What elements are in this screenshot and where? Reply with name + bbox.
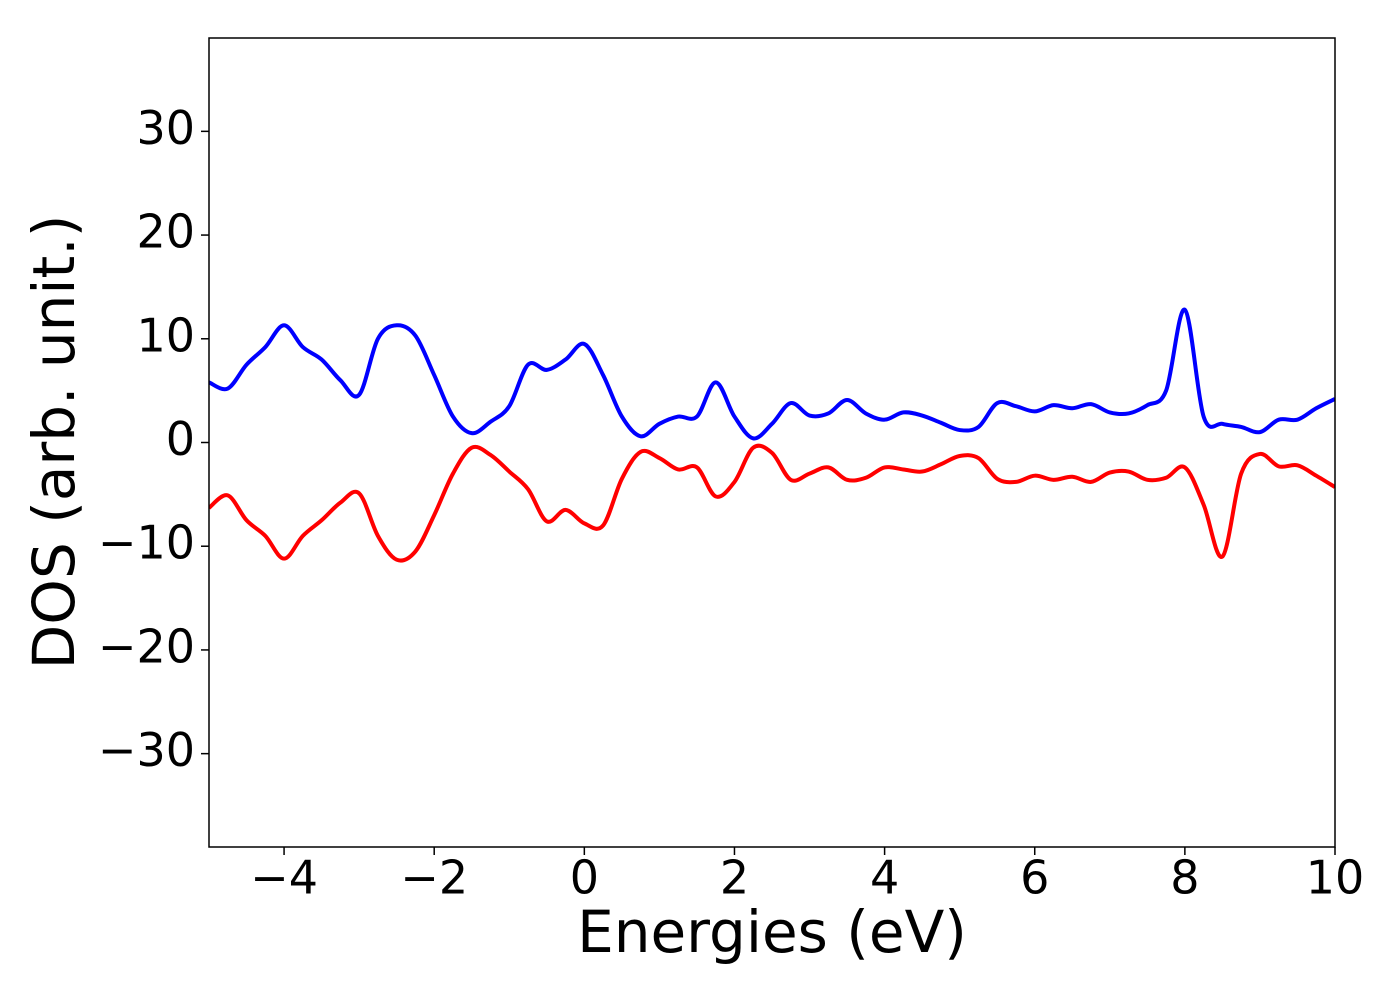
- x-tick-label: −4: [250, 851, 318, 905]
- plot-frame: [208, 37, 1336, 848]
- x-tick-label: −2: [400, 851, 468, 905]
- y-tick-label: −30: [98, 723, 195, 777]
- series-line: [209, 443, 1335, 563]
- x-tick-label: 6: [1020, 851, 1049, 905]
- x-tick-label: 0: [570, 851, 599, 905]
- y-tick-label: −20: [98, 619, 195, 673]
- x-axis-label: Energies (eV): [577, 898, 967, 966]
- x-tick-label: 2: [720, 851, 749, 905]
- x-tick-label: 10: [1306, 851, 1365, 905]
- y-tick-label: 10: [136, 308, 195, 362]
- series-line: [209, 307, 1335, 441]
- x-tick-label: 8: [1170, 851, 1199, 905]
- y-tick-label: 0: [166, 412, 195, 466]
- y-tick-label: 20: [136, 205, 195, 259]
- y-axis-label: DOS (arb. unit.): [20, 215, 88, 670]
- x-tick-label: 4: [870, 851, 899, 905]
- y-tick-label: −10: [98, 516, 195, 570]
- y-tick-label: 30: [136, 101, 195, 155]
